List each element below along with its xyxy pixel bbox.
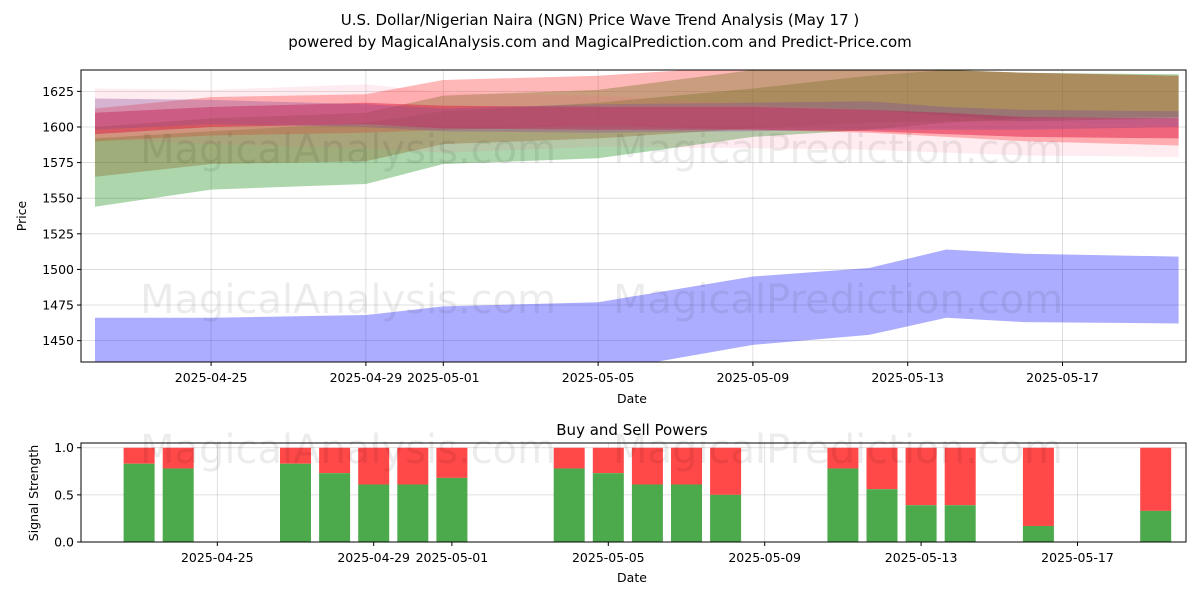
- buy-bar-5: [397, 484, 429, 542]
- sell-bar-12: [827, 447, 859, 469]
- price-y-tick-label-6: 1600: [42, 119, 74, 134]
- price-y-tick-label-7: 1625: [42, 84, 74, 99]
- buy-bar-16: [1022, 525, 1054, 542]
- price-x-tick-label-0: 2025-04-25: [175, 370, 248, 385]
- signal-x-tick-label-6: 2025-05-17: [1041, 550, 1114, 565]
- price-y-ticks: 1450 1475 1500 1525 1550 1575 1600 1625: [42, 84, 81, 348]
- sell-bar-10: [671, 447, 702, 485]
- signal-x-axis-label: Date: [617, 570, 647, 585]
- watermark-right-mid: MagicalPrediction.com: [613, 277, 1063, 323]
- signal-x-tick-label-5: 2025-05-13: [885, 550, 958, 565]
- price-band-pink-band: [95, 84, 1179, 157]
- watermark-right-bottom: MagicalPrediction.com: [613, 427, 1063, 473]
- price-x-tick-label-4: 2025-05-09: [717, 370, 790, 385]
- price-y-axis-label: Price: [14, 200, 29, 231]
- price-y-tick-label-5: 1575: [42, 155, 74, 170]
- signal-x-tick-label-1: 2025-04-29: [337, 550, 410, 565]
- chart-title-line2: powered by MagicalAnalysis.com and Magic…: [288, 33, 912, 51]
- watermark-left-bottom: MagicalAnalysis.com: [140, 427, 556, 473]
- price-band-blue-band: [95, 249, 1179, 362]
- price-x-tick-label-5: 2025-05-13: [871, 370, 944, 385]
- buy-sell-title: Buy and Sell Powers: [556, 421, 708, 439]
- price-y-tick-label-3: 1525: [42, 226, 74, 241]
- buy-bar-12: [827, 468, 859, 542]
- sell-bar-11: [710, 447, 742, 495]
- sell-bar-13: [866, 447, 898, 490]
- price-y-tick-label-4: 1550: [42, 191, 74, 206]
- buy-bar-11: [710, 494, 742, 542]
- price-y-tick-label-2: 1500: [42, 262, 74, 277]
- price-y-tick-label-0: 1450: [42, 333, 74, 348]
- buy-bar-4: [358, 484, 390, 542]
- price-x-tick-label-6: 2025-05-17: [1026, 370, 1099, 385]
- sell-bar-17: [1140, 447, 1172, 511]
- sell-bar-8: [592, 447, 624, 474]
- price-x-tick-label-1: 2025-04-29: [330, 370, 403, 385]
- chart-title-line1: U.S. Dollar/Nigerian Naira (NGN) Price W…: [341, 11, 860, 29]
- buy-bar-6: [436, 477, 468, 542]
- signal-x-tick-label-0: 2025-04-25: [181, 550, 254, 565]
- signal-y-tick-label-0: 0.0: [54, 535, 74, 550]
- sell-bar-4: [358, 447, 390, 485]
- sell-bar-9: [631, 447, 663, 485]
- signal-x-tick-label-4: 2025-05-09: [728, 550, 801, 565]
- sell-bar-14: [905, 447, 937, 506]
- price-band-green-band: [95, 70, 1179, 207]
- sell-bar-1: [162, 447, 194, 469]
- signal-x-ticks: 2025-04-25 2025-04-29 2025-05-01 2025-05-05…: [181, 542, 1114, 565]
- buy-bar-9: [631, 484, 663, 542]
- signal-axes-frame: [80, 442, 1187, 543]
- sell-bar-6: [436, 447, 468, 478]
- price-y-tick-label-1: 1475: [42, 298, 74, 313]
- sell-bar-3: [319, 447, 351, 474]
- buy-sell-panel: Buy and Sell Powers 0.0 0.5 1.0 2025-04-25…: [26, 421, 1187, 585]
- price-x-tick-label-3: 2025-05-05: [562, 370, 635, 385]
- sell-bar-15: [944, 447, 976, 506]
- signal-bars: [123, 447, 1172, 542]
- signal-y-tick-label-1: 0.5: [54, 487, 74, 502]
- price-band-crimson-band: [95, 102, 1179, 139]
- buy-bar-10: [671, 484, 702, 542]
- buy-bar-7: [553, 468, 585, 542]
- price-axes-frame: [80, 69, 1187, 363]
- signal-y-axis-label: Signal Strength: [26, 445, 41, 541]
- signal-y-tick-label-2: 1.0: [54, 440, 74, 455]
- buy-bar-2: [280, 463, 311, 542]
- signal-x-tick-label-2: 2025-05-01: [416, 550, 489, 565]
- signal-y-ticks: 0.0 0.5 1.0: [54, 440, 81, 550]
- price-x-ticks: 2025-04-25 2025-04-29 2025-05-01 2025-05-05…: [175, 362, 1099, 385]
- buy-bar-13: [866, 489, 898, 542]
- price-band-purple-band: [95, 98, 1179, 133]
- signal-x-tick-label-3: 2025-05-05: [572, 550, 645, 565]
- watermark-left-top: MagicalAnalysis.com: [140, 127, 556, 173]
- price-wave-panel: 1450 1475 1500 1525 1550 1575 1600 1625 2025-04…: [14, 69, 1187, 406]
- sell-bar-0: [123, 447, 155, 464]
- sell-bar-2: [280, 447, 311, 464]
- buy-bar-1: [162, 468, 194, 542]
- watermark-left-mid: MagicalAnalysis.com: [140, 277, 556, 323]
- sell-bar-5: [397, 447, 429, 485]
- watermark-right-top: MagicalPrediction.com: [613, 127, 1063, 173]
- sell-bar-16: [1022, 447, 1054, 526]
- buy-bar-0: [123, 463, 155, 542]
- buy-bar-8: [592, 473, 624, 542]
- buy-bar-17: [1140, 510, 1172, 542]
- price-x-tick-label-2: 2025-05-01: [407, 370, 480, 385]
- price-bands: [95, 70, 1179, 362]
- sell-bar-7: [553, 447, 585, 469]
- buy-bar-15: [944, 505, 976, 542]
- buy-bar-14: [905, 505, 937, 542]
- buy-bar-3: [319, 473, 351, 542]
- price-x-axis-label: Date: [617, 391, 647, 406]
